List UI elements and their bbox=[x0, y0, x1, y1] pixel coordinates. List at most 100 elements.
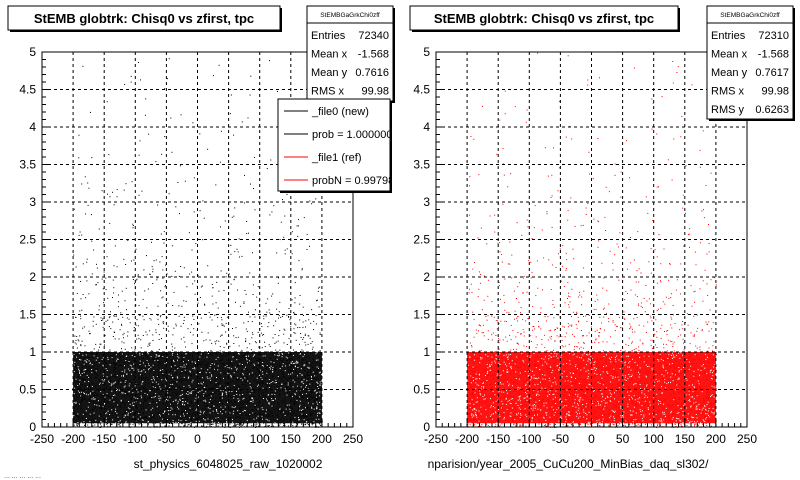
scatter-point bbox=[215, 184, 217, 186]
scatter-gap bbox=[195, 420, 197, 422]
scatter-point bbox=[81, 340, 83, 342]
scatter-point bbox=[276, 308, 278, 310]
scatter-gap bbox=[150, 409, 152, 411]
scatter-gap bbox=[227, 401, 228, 403]
scatter-gap bbox=[180, 394, 182, 396]
scatter-point bbox=[74, 335, 76, 337]
scatter-gap bbox=[306, 414, 308, 415]
scatter-point bbox=[177, 182, 179, 183]
scatter-point bbox=[160, 315, 162, 317]
scatter-point bbox=[85, 213, 86, 215]
scatter-point bbox=[197, 302, 199, 304]
scatter-gap bbox=[127, 414, 129, 416]
scatter-point bbox=[320, 424, 321, 426]
scatter-point bbox=[185, 346, 186, 348]
scatter-gap bbox=[293, 368, 295, 370]
scatter-gap bbox=[316, 396, 318, 398]
scatter-gap bbox=[227, 367, 229, 369]
scatter-point bbox=[267, 298, 269, 300]
scatter-point bbox=[264, 425, 266, 427]
scatter-gap bbox=[258, 384, 260, 386]
scatter-point bbox=[211, 424, 213, 425]
scatter-gap bbox=[222, 394, 223, 396]
scatter-point bbox=[99, 343, 101, 345]
scatter-gap bbox=[128, 391, 130, 393]
scatter-point bbox=[235, 337, 237, 339]
scatter-gap bbox=[86, 361, 88, 363]
scatter-point bbox=[294, 282, 296, 284]
scatter-point bbox=[233, 335, 235, 337]
scatter-gap bbox=[167, 410, 169, 412]
scatter-point bbox=[110, 328, 112, 330]
scatter-point bbox=[300, 278, 302, 280]
scatter-gap bbox=[133, 363, 135, 365]
scatter-gap bbox=[94, 404, 96, 406]
scatter-gap bbox=[73, 415, 75, 417]
scatter-point bbox=[241, 255, 243, 257]
scatter-point bbox=[210, 349, 212, 351]
scatter-point bbox=[217, 325, 219, 327]
scatter-gap bbox=[203, 412, 204, 414]
scatter-point bbox=[140, 423, 142, 425]
scatter-gap bbox=[78, 390, 80, 392]
scatter-point bbox=[193, 177, 195, 179]
scatter-point bbox=[286, 344, 288, 345]
scatter-gap bbox=[262, 355, 264, 357]
scatter-point bbox=[80, 298, 82, 300]
scatter-gap bbox=[132, 404, 134, 406]
scatter-gap bbox=[105, 417, 107, 419]
scatter-point bbox=[87, 204, 89, 206]
scatter-point bbox=[198, 323, 200, 325]
scatter-point bbox=[121, 341, 123, 343]
scatter-gap bbox=[85, 354, 87, 356]
scatter-gap bbox=[261, 422, 263, 424]
scatter-point bbox=[88, 293, 90, 295]
scatter-gap bbox=[135, 397, 137, 399]
scatter-gap bbox=[282, 353, 284, 355]
scatter-gap bbox=[131, 422, 133, 424]
scatter-point bbox=[125, 287, 127, 289]
scatter-gap bbox=[197, 396, 199, 398]
scatter-gap bbox=[156, 402, 158, 404]
scatter-gap bbox=[253, 418, 255, 420]
scatter-gap bbox=[85, 368, 87, 370]
scatter-point bbox=[292, 425, 294, 427]
scatter-gap bbox=[88, 376, 90, 378]
scatter-gap bbox=[159, 399, 161, 401]
scatter-point bbox=[113, 292, 115, 294]
scatter-point bbox=[318, 287, 319, 289]
scatter-gap bbox=[89, 363, 91, 365]
scatter-gap bbox=[303, 379, 305, 381]
scatter-gap bbox=[207, 353, 209, 354]
scatter-gap bbox=[229, 412, 231, 414]
scatter-gap bbox=[169, 387, 171, 388]
scatter-point bbox=[270, 159, 272, 161]
scatter-gap bbox=[311, 376, 312, 378]
scatter-gap bbox=[241, 364, 243, 365]
scatter-gap bbox=[271, 400, 273, 402]
scatter-gap bbox=[268, 403, 270, 405]
scatter-point bbox=[318, 306, 320, 308]
scatter-point bbox=[92, 425, 94, 427]
scatter-point bbox=[243, 423, 245, 424]
scatter-point bbox=[226, 316, 228, 318]
scatter-point bbox=[135, 248, 137, 250]
scatter-gap bbox=[304, 354, 305, 356]
scatter-point bbox=[140, 339, 142, 341]
scatter-gap bbox=[316, 407, 318, 409]
scatter-point bbox=[254, 309, 256, 311]
scatter-point bbox=[306, 249, 308, 250]
scatter-gap bbox=[140, 371, 142, 373]
scatter-point bbox=[87, 424, 89, 426]
scatter-point bbox=[234, 207, 236, 209]
scatter-point bbox=[302, 306, 304, 308]
scatter-point bbox=[124, 83, 126, 85]
scatter-point bbox=[215, 343, 217, 345]
scatter-point bbox=[274, 342, 276, 344]
scatter-point bbox=[199, 210, 201, 212]
scatter-point bbox=[103, 302, 105, 304]
scatter-gap bbox=[274, 390, 276, 392]
scatter-gap bbox=[217, 417, 219, 419]
scatter-gap bbox=[215, 382, 217, 384]
